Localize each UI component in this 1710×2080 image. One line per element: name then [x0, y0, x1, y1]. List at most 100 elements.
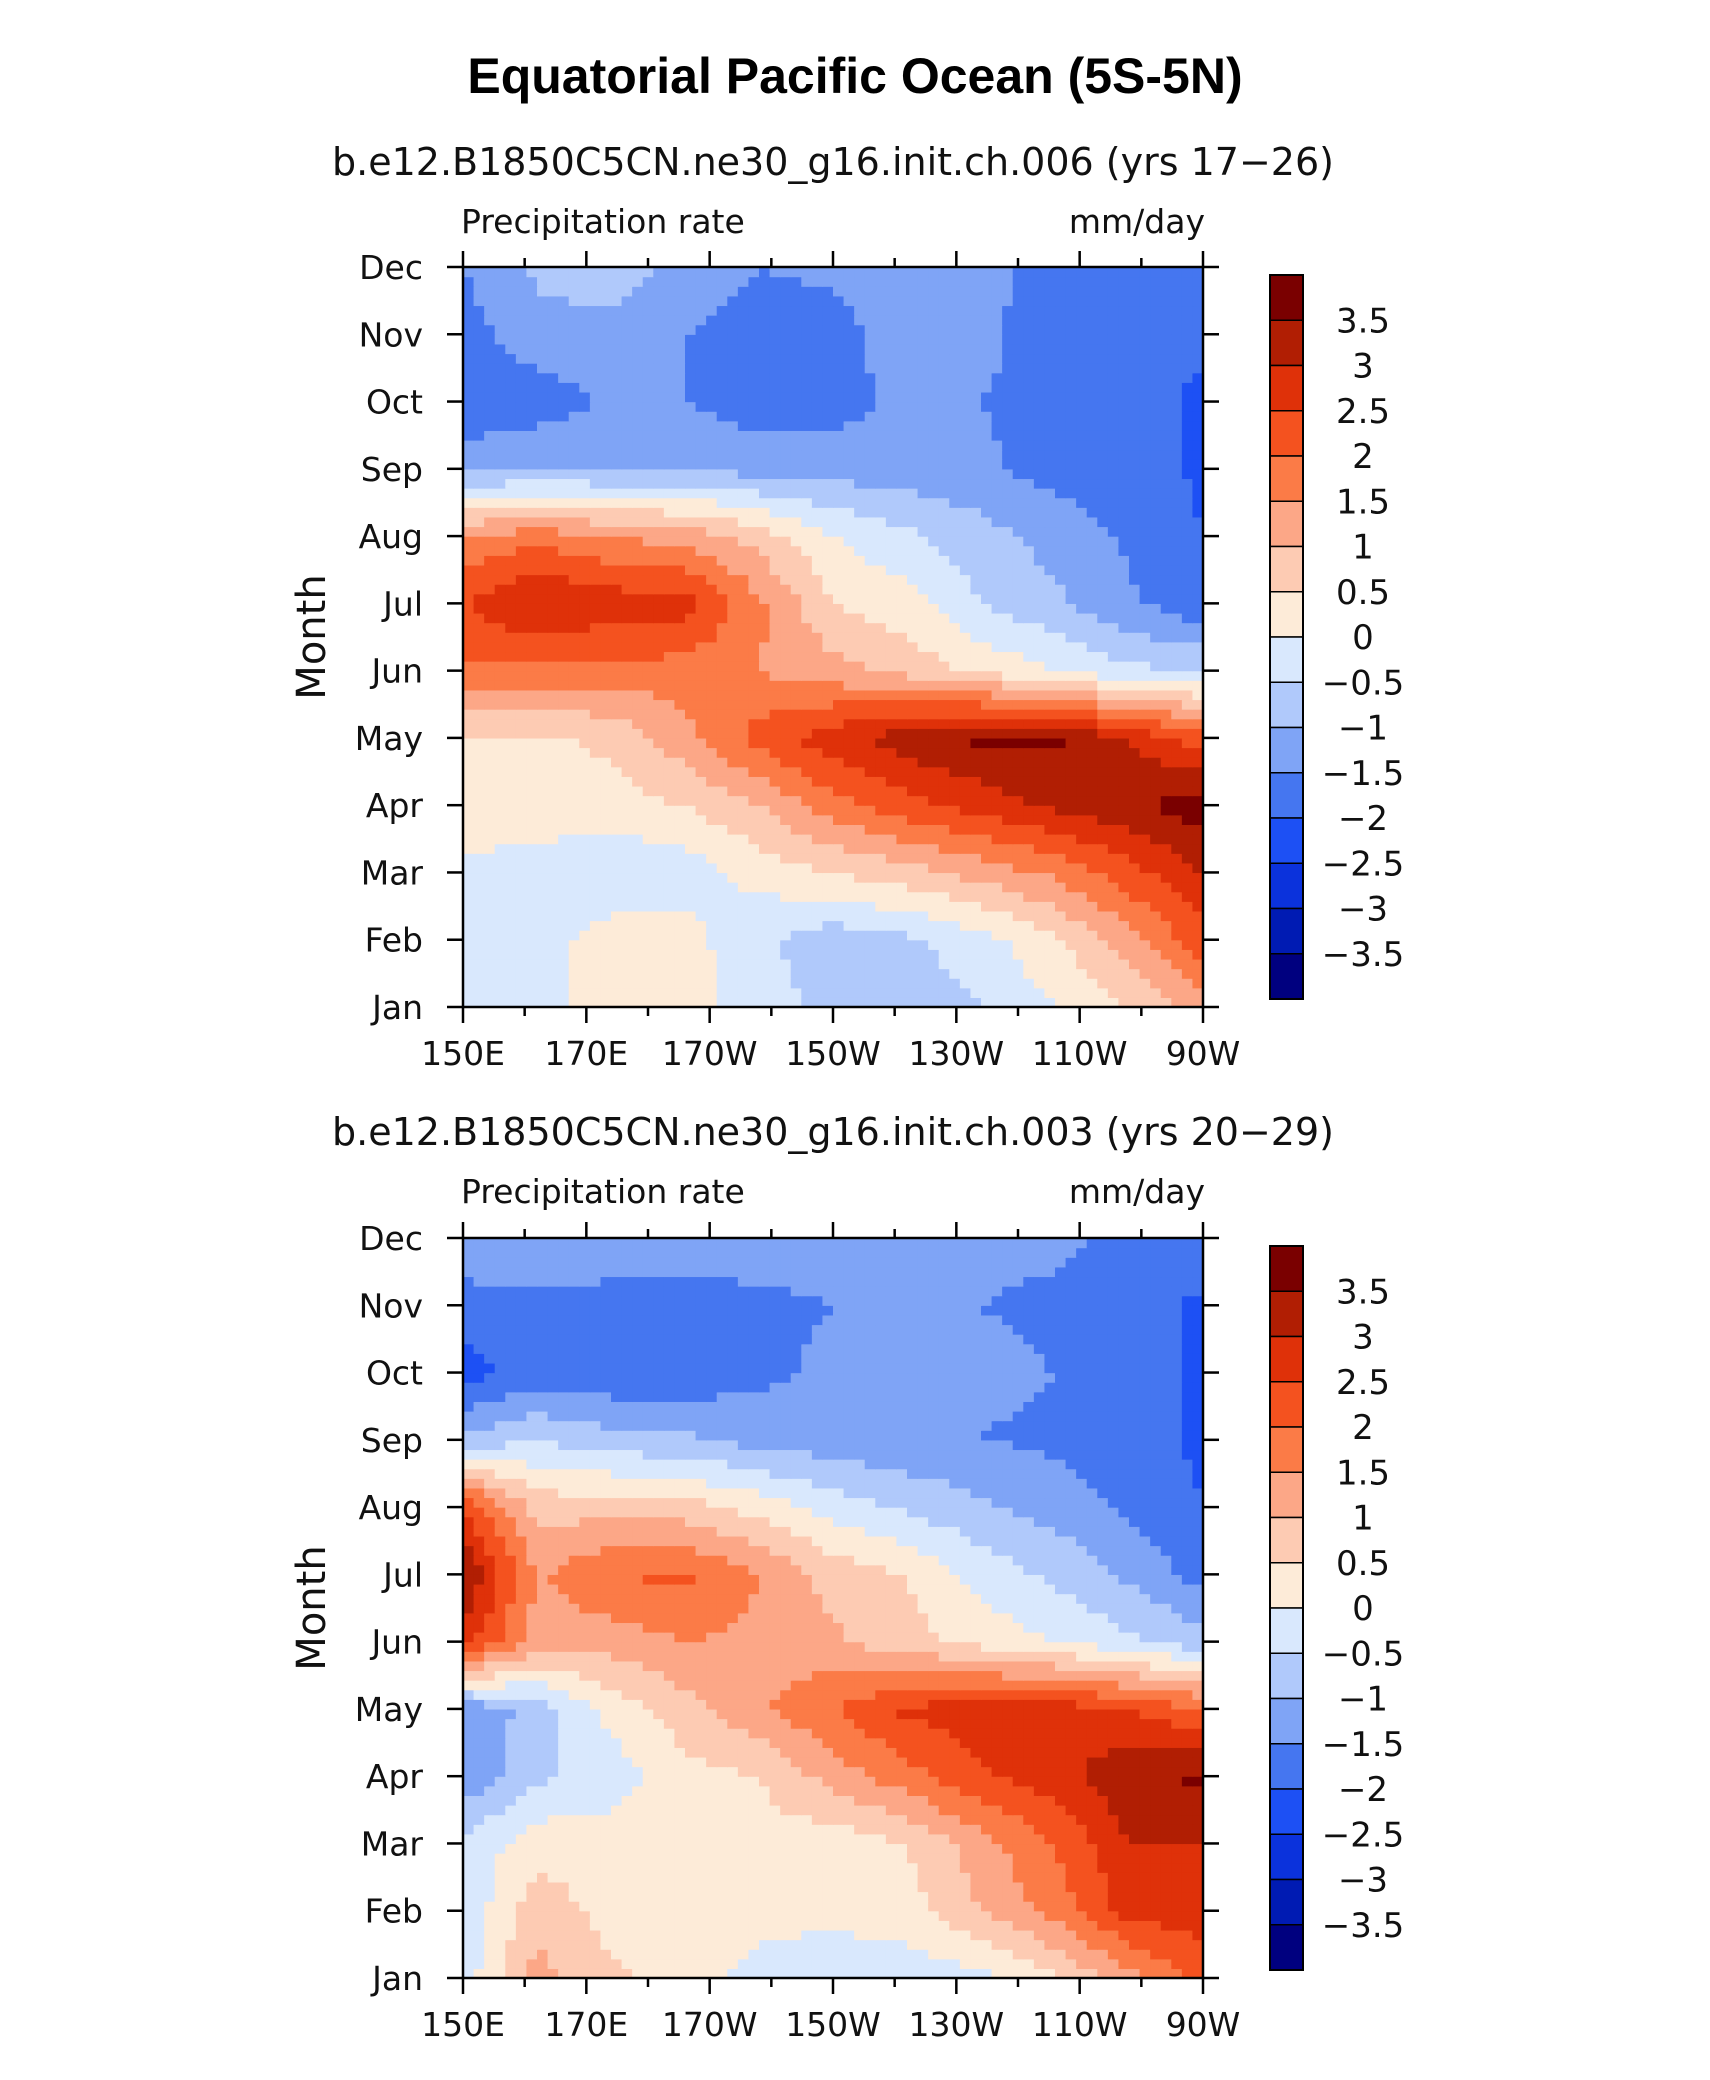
heatmap-cell: [811, 459, 824, 470]
heatmap-cell: [1023, 439, 1035, 451]
heatmap-cell: [875, 516, 887, 528]
heatmap-cell: [537, 901, 549, 912]
heatmap-cell: [1086, 564, 1098, 576]
heatmap-cell: [917, 968, 929, 979]
heatmap-cell: [695, 776, 707, 787]
heatmap-cell: [505, 478, 517, 489]
heatmap-cell: [928, 949, 940, 960]
heatmap-cell: [1097, 680, 1109, 691]
heatmap-cell: [484, 536, 496, 547]
heatmap-cell: [748, 536, 760, 547]
heatmap-cell: [759, 785, 771, 797]
heatmap-cell: [949, 391, 961, 403]
heatmap-cell: [1181, 516, 1194, 528]
heatmap-cell: [1171, 372, 1183, 383]
heatmap-cell: [737, 622, 750, 633]
heatmap-cell: [674, 891, 686, 902]
heatmap-cell: [663, 516, 676, 528]
heatmap-cell: [547, 680, 559, 691]
heatmap-cell: [864, 622, 876, 633]
heatmap-cell: [801, 747, 813, 758]
heatmap-cell: [716, 632, 728, 643]
heatmap-cell: [991, 834, 1003, 845]
heatmap-cell: [1086, 987, 1098, 998]
heatmap-cell: [981, 641, 993, 653]
heatmap-cell: [833, 661, 845, 672]
heatmap-cell: [663, 632, 676, 643]
heatmap-cell: [463, 507, 475, 518]
heatmap-cell: [1065, 420, 1077, 431]
heatmap-cell: [1107, 766, 1120, 777]
heatmap-cell: [938, 593, 950, 604]
heatmap-cell: [864, 334, 876, 345]
heatmap-cell: [1171, 978, 1183, 989]
heatmap-cell: [917, 670, 929, 681]
heatmap-cell: [558, 718, 570, 729]
heatmap-cell: [611, 315, 623, 326]
heatmap-cell: [1033, 641, 1046, 653]
heatmap-cell: [611, 584, 623, 595]
heatmap-cell: [875, 382, 887, 393]
heatmap-cell: [1033, 353, 1046, 364]
heatmap-cell: [833, 632, 845, 643]
heatmap-cell: [864, 718, 876, 729]
heatmap-cell: [685, 468, 697, 480]
heatmap-cell: [1181, 728, 1194, 739]
heatmap-cell: [484, 766, 496, 777]
heatmap-cell: [727, 776, 739, 787]
heatmap-cell: [1086, 766, 1098, 777]
heatmap-cell: [611, 853, 623, 864]
heatmap-cell: [1044, 872, 1056, 883]
heatmap-cell: [737, 651, 750, 662]
heatmap-cell: [1107, 689, 1120, 701]
heatmap-cell: [970, 324, 982, 335]
heatmap-cell: [1129, 699, 1141, 710]
heatmap-cell: [843, 709, 855, 720]
heatmap-cell: [685, 459, 697, 470]
heatmap-cell: [864, 766, 876, 777]
heatmap-cell: [1055, 670, 1067, 681]
heatmap-cell: [1107, 391, 1120, 403]
heatmap-cell: [579, 680, 591, 691]
heatmap-cell: [1012, 930, 1024, 941]
heatmap-cell: [1065, 766, 1077, 777]
heatmap-cell: [526, 459, 538, 470]
heatmap-cell: [653, 891, 665, 902]
heatmap-cell: [589, 795, 602, 806]
heatmap-cell: [547, 497, 559, 508]
heatmap-cell: [801, 632, 813, 643]
heatmap-cell: [1012, 555, 1024, 566]
heatmap-cell: [959, 536, 972, 547]
heatmap-cell: [526, 584, 538, 595]
heatmap-cell: [885, 795, 898, 806]
heatmap-cell: [1023, 622, 1035, 633]
heatmap-cell: [1118, 468, 1130, 480]
heatmap-cell: [864, 901, 876, 912]
heatmap-cell: [706, 853, 718, 864]
heatmap-cell: [1118, 968, 1130, 979]
heatmap-cell: [653, 747, 665, 758]
heatmap-cell: [484, 641, 496, 653]
heatmap-cell: [589, 430, 602, 441]
heatmap-cell: [1107, 574, 1120, 585]
heatmap-cell: [769, 978, 781, 989]
heatmap-cell: [716, 363, 728, 374]
heatmap-cell: [1065, 824, 1077, 835]
heatmap-cell: [1192, 439, 1203, 451]
heatmap-cell: [1065, 891, 1077, 902]
heatmap-cell: [515, 382, 528, 393]
heatmap-cell: [685, 680, 697, 691]
heatmap-cell: [706, 795, 718, 806]
heatmap-cell: [1044, 574, 1056, 585]
heatmap-cell: [896, 891, 908, 902]
heatmap-cell: [526, 420, 538, 431]
heatmap-cell: [1033, 449, 1046, 460]
heatmap-cell: [653, 545, 665, 556]
heatmap-cell: [748, 488, 760, 499]
heatmap-cell: [759, 901, 771, 912]
heatmap-cell: [769, 795, 781, 806]
heatmap-cell: [716, 997, 728, 1007]
heatmap-cell: [1118, 958, 1130, 970]
heatmap-cell: [1002, 593, 1014, 604]
heatmap-cell: [473, 363, 485, 374]
